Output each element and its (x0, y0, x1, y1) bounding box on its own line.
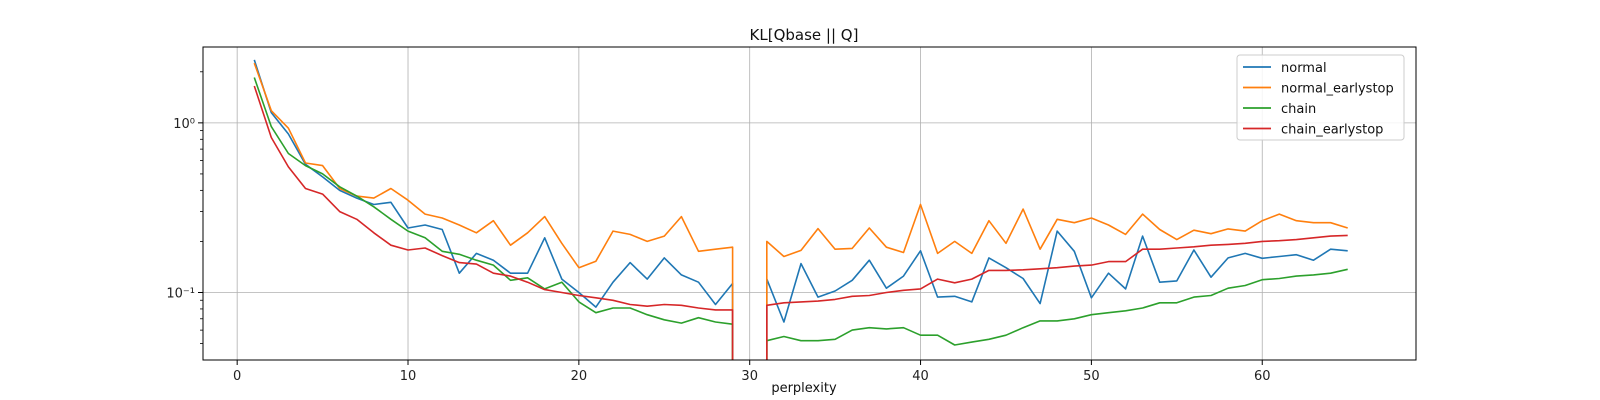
series-line-chain-earlystop (253, 85, 1348, 360)
series-line-normal (253, 59, 1348, 360)
x-tick-label: 30 (741, 369, 758, 384)
x-tick-label: 50 (1083, 369, 1100, 384)
chart-title: KL[Qbase || Q] (750, 26, 859, 44)
x-tick-label: 20 (571, 369, 588, 384)
y-tick-label: 10⁰ (173, 117, 195, 132)
series-lines (253, 59, 1348, 360)
x-tick-label: 40 (912, 369, 929, 384)
x-tick-label: 60 (1254, 369, 1271, 384)
plot-area-frame (202, 46, 1417, 361)
x-tick-label: 10 (400, 369, 417, 384)
series-line-chain (253, 77, 1348, 360)
y-tick-label: 10⁻¹ (166, 286, 195, 301)
legend-box (1236, 54, 1405, 141)
legend-entry-label: normal (1281, 61, 1327, 76)
legend-entry-label: chain_earlystop (1281, 123, 1383, 138)
x-axis-label: perplexity (771, 381, 837, 396)
legend-entry-label: normal_earlystop (1281, 82, 1394, 97)
x-tick-label: 0 (233, 369, 241, 384)
legend-entry-label: chain (1281, 102, 1316, 117)
series-line-normal-earlystop (253, 62, 1348, 360)
axis-ticks: 0 10 20 30 40 50 60 10⁰ 10⁻¹ (166, 71, 1271, 384)
